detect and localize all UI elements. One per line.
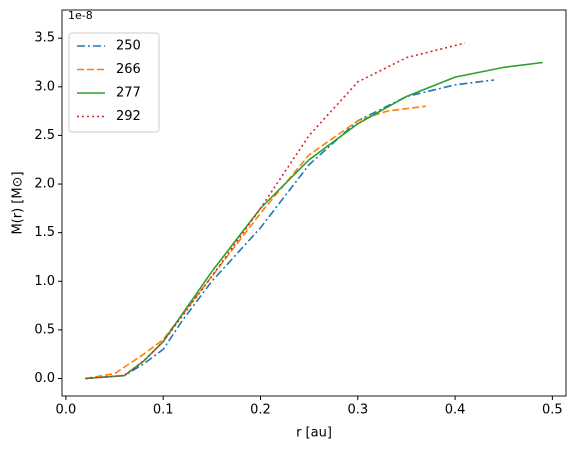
data-line [85, 105, 426, 380]
y-tick-label: 1.0 [34, 274, 55, 289]
y-tick-label: 1.5 [34, 225, 55, 240]
x-tick-label: 0.0 [56, 403, 77, 418]
legend-label: 250 [116, 39, 141, 54]
x-tick-label: 0.2 [250, 403, 271, 418]
x-axis-label: r [au] [296, 426, 332, 441]
y-tick-label: 3.5 [34, 31, 55, 46]
legend-label: 266 [116, 62, 141, 77]
data-line [85, 79, 495, 380]
legend-label: 292 [116, 109, 141, 124]
y-axis-label: M(r) [M⊙] [11, 171, 26, 234]
x-tick-label: 0.4 [445, 403, 466, 418]
y-tick-label: 3.0 [34, 79, 55, 94]
legend-box [68, 32, 160, 133]
x-tick-label: 0.3 [347, 403, 368, 418]
y-tick-label: 0.5 [34, 322, 55, 337]
y-tick-label: 2.5 [34, 128, 55, 143]
y-tick-label: 0.0 [34, 371, 55, 386]
x-tick-label: 0.1 [153, 403, 174, 418]
axes-frame [61, 9, 567, 397]
offset-text: 1e-8 [68, 9, 93, 22]
x-tick-label: 0.5 [542, 403, 563, 418]
legend-label: 277 [116, 86, 141, 101]
data-line [85, 42, 466, 380]
y-tick-label: 2.0 [34, 177, 55, 192]
data-line [85, 61, 543, 380]
